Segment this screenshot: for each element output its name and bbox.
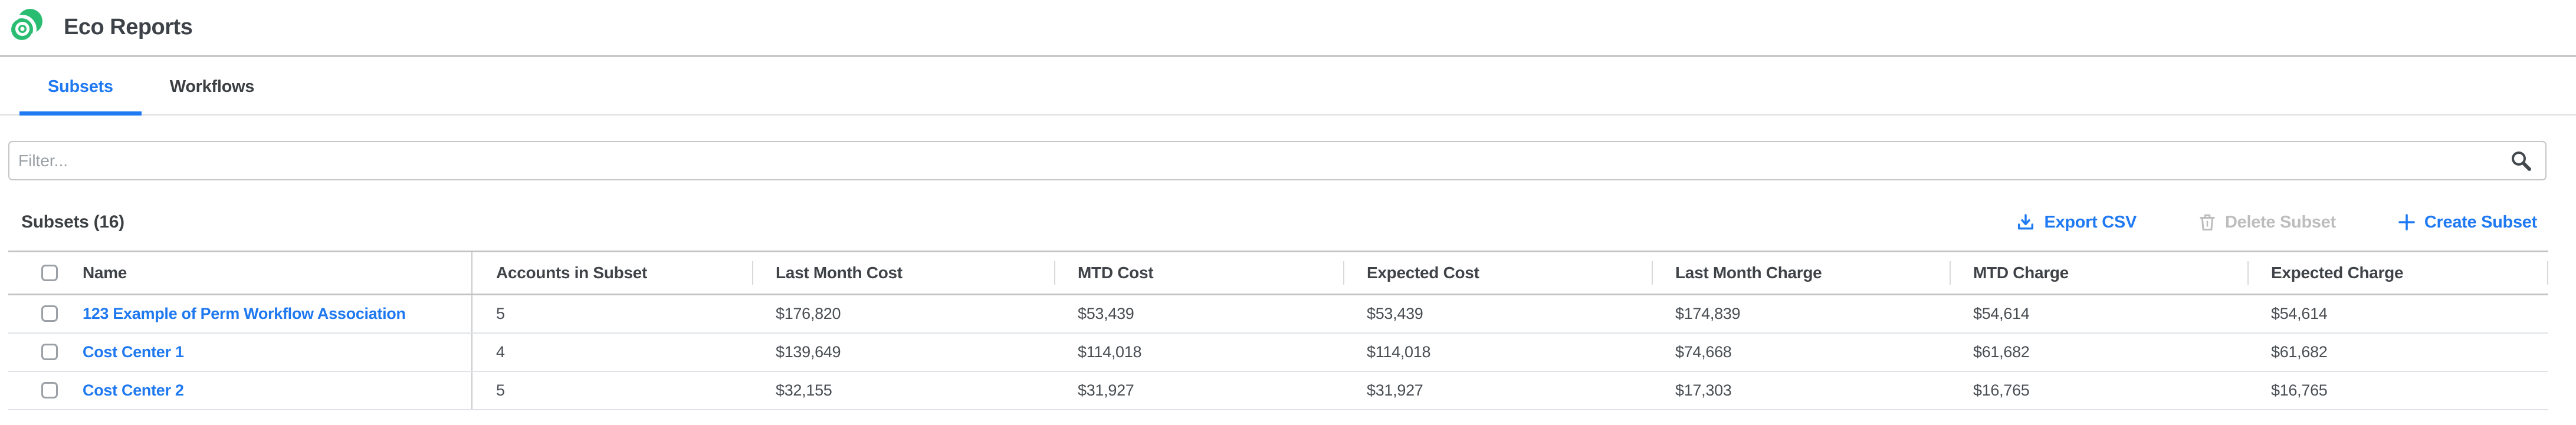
- table-row: Cost Center 2 5 $32,155 $31,927 $31,927 …: [8, 371, 2548, 410]
- last-month-cost-cell: $32,155: [752, 371, 1054, 410]
- row-checkbox[interactable]: [41, 382, 58, 398]
- mtd-cost-cell: $31,927: [1054, 371, 1343, 410]
- table-header-row: Name Accounts in Subset Last Month Cost …: [8, 251, 2548, 295]
- last-month-cost-cell: $176,820: [752, 294, 1054, 334]
- delete-subset-label: Delete Subset: [2224, 212, 2336, 232]
- export-csv-button[interactable]: Export CSV: [2016, 212, 2137, 232]
- filter-bar: [8, 141, 2547, 180]
- column-header-mtd-charge: MTD Charge: [1950, 251, 2247, 295]
- row-checkbox[interactable]: [41, 305, 58, 322]
- select-all-checkbox[interactable]: [41, 265, 58, 281]
- section-title: Subsets (16): [21, 212, 124, 232]
- table-actions: Export CSV Delete Subset Create Subset: [2016, 212, 2537, 232]
- mtd-cost-cell: $114,018: [1054, 332, 1343, 372]
- mtd-cost-cell: $53,439: [1054, 294, 1343, 334]
- table-row: Cost Center 1 4 $139,649 $114,018 $114,0…: [8, 332, 2548, 372]
- eco-logo-icon: [9, 8, 42, 43]
- column-header-last-month-charge: Last Month Charge: [1652, 251, 1950, 295]
- mtd-charge-cell: $54,614: [1950, 294, 2247, 334]
- create-subset-button[interactable]: Create Subset: [2398, 213, 2537, 232]
- last-month-charge-cell: $74,668: [1652, 332, 1950, 372]
- create-subset-label: Create Subset: [2424, 212, 2537, 232]
- column-header-accounts-in-subset: Accounts in Subset: [472, 251, 752, 295]
- expected-charge-cell: $54,614: [2247, 294, 2548, 334]
- section-row: Subsets (16) Export CSV Delete Subset: [21, 212, 2537, 232]
- export-csv-label: Export CSV: [2044, 212, 2137, 232]
- subset-name-link[interactable]: Cost Center 1: [83, 342, 184, 361]
- mtd-charge-cell: $16,765: [1950, 371, 2247, 410]
- expected-cost-cell: $31,927: [1343, 371, 1652, 410]
- column-header-name: Name: [83, 263, 127, 282]
- expected-charge-cell: $61,682: [2247, 332, 2548, 372]
- page-title: Eco Reports: [64, 15, 193, 39]
- column-header-last-month-cost: Last Month Cost: [752, 251, 1054, 295]
- last-month-cost-cell: $139,649: [752, 332, 1054, 372]
- column-header-mtd-cost: MTD Cost: [1054, 251, 1343, 295]
- plus-icon: [2398, 214, 2415, 230]
- accounts-in-subset-cell: 5: [472, 294, 752, 334]
- delete-subset-button[interactable]: Delete Subset: [2198, 212, 2336, 232]
- subsets-table: Name Accounts in Subset Last Month Cost …: [8, 251, 2548, 410]
- trash-icon: [2200, 214, 2215, 230]
- subset-name-link[interactable]: 123 Example of Perm Workflow Association: [83, 304, 406, 322]
- accounts-in-subset-cell: 4: [472, 332, 752, 372]
- download-icon: [2018, 214, 2034, 230]
- expected-cost-cell: $114,018: [1343, 332, 1652, 372]
- filter-input[interactable]: [8, 141, 2547, 180]
- last-month-charge-cell: $17,303: [1652, 371, 1950, 410]
- table-row: 123 Example of Perm Workflow Association…: [8, 294, 2548, 334]
- tab-workflows[interactable]: Workflows: [169, 77, 255, 96]
- subset-name-link[interactable]: Cost Center 2: [83, 381, 184, 399]
- row-checkbox[interactable]: [41, 344, 58, 360]
- expected-charge-cell: $16,765: [2247, 371, 2548, 410]
- mtd-charge-cell: $61,682: [1950, 332, 2247, 372]
- last-month-charge-cell: $174,839: [1652, 294, 1950, 334]
- column-header-expected-charge: Expected Charge: [2247, 251, 2548, 295]
- accounts-in-subset-cell: 5: [472, 371, 752, 410]
- search-icon[interactable]: [2510, 150, 2532, 172]
- column-header-expected-cost: Expected Cost: [1343, 251, 1652, 295]
- tabs-bar: Subsets Workflows: [0, 57, 2576, 116]
- tab-subsets[interactable]: Subsets: [19, 60, 142, 116]
- expected-cost-cell: $53,439: [1343, 294, 1652, 334]
- app-header: Eco Reports: [0, 0, 2576, 57]
